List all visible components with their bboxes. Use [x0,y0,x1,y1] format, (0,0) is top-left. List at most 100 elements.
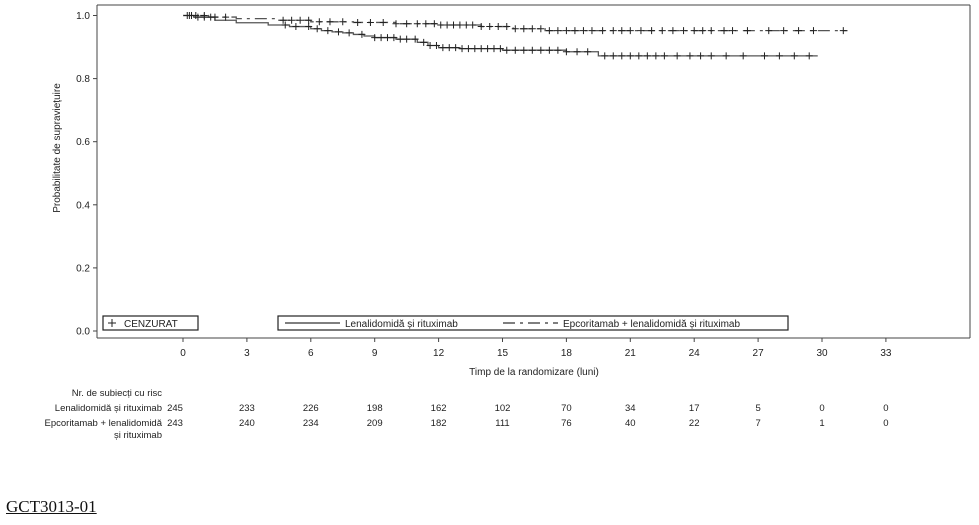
censor-mark [707,52,715,60]
x-tick-label: 33 [880,348,892,359]
legend-entry-2: Epcoritamab + lenalidomidă și rituximab [563,319,740,330]
y-axis-ticks: 0.0 0.2 0.4 0.6 0.8 1.0 [76,11,97,338]
censor-mark [377,34,385,42]
risk-value: 7 [755,418,760,429]
risk-value: 0 [883,418,888,429]
risk-value: 70 [561,403,572,414]
censor-mark [805,52,813,60]
censor-mark [609,52,617,60]
censor-mark [573,48,581,56]
censor-mark [503,23,511,31]
censor-mark [366,18,374,26]
censor-mark [430,20,438,28]
censor-mark [288,16,296,24]
x-tick-label: 30 [816,348,828,359]
censor-mark [279,16,287,24]
censor-mark [315,18,323,26]
censor-mark [537,46,545,54]
censor-mark [729,27,737,35]
censor-mark [503,46,511,54]
censor-mark [456,21,464,29]
censor-mark [618,27,626,35]
x-axis-ticks: 0 3 6 9 12 15 18 21 24 27 30 33 [180,338,892,359]
censor-mark [686,52,694,60]
censor-mark [775,52,783,60]
censor-legend: CENZURAT [102,315,199,331]
censor-mark [690,27,698,35]
risk-value: 233 [239,403,255,414]
censor-mark [439,44,447,52]
risk-value: 1 [819,418,824,429]
censor-mark [743,27,751,35]
censor-mark [520,46,528,54]
censor-mark [458,45,466,53]
censor-mark [680,27,688,35]
censor-mark [673,52,681,60]
censor-mark [484,45,492,53]
risk-value: 234 [303,418,319,429]
censor-mark [599,27,607,35]
risk-table: Nr. de subiecți cu risc Lenalidomidă și … [45,388,889,441]
censor-mark [383,34,391,42]
censor-mark [345,29,353,37]
censor-mark [450,21,458,29]
risk-value: 0 [819,403,824,414]
censor-mark [528,25,536,33]
censor-mark [520,25,528,33]
x-tick-label: 18 [561,348,573,359]
x-axis-label: Timp de la randomizare (luni) [469,367,599,378]
censor-mark [326,18,334,26]
censor-mark [452,44,460,52]
censor-mark [432,41,440,49]
risk-value: 209 [367,418,383,429]
censor-mark [305,23,313,31]
series-legend: Lenalidomidă și rituximab Epcoritamab + … [277,315,789,331]
risk-row-2-label-cont: și rituximab [114,430,162,441]
censor-mark [490,45,498,53]
y-tick-label: 1.0 [76,11,90,22]
censor-mark [571,27,579,35]
y-tick-label: 0.2 [76,263,90,274]
risk-value: 5 [755,403,760,414]
censor-mark [443,21,451,29]
risk-value: 22 [689,418,700,429]
x-tick-label: 0 [180,348,186,359]
censor-mark [334,28,342,36]
x-tick-label: 27 [753,348,765,359]
censor-mark [660,52,668,60]
x-tick-label: 6 [308,348,314,359]
risk-value: 17 [689,403,700,414]
censor-mark [422,20,430,28]
y-tick-label: 0.8 [76,74,90,85]
censor-mark [390,34,398,42]
censor-mark [358,30,366,38]
x-tick-label: 12 [433,348,445,359]
censor-mark [697,52,705,60]
censor-mark [469,21,477,29]
censor-mark [462,21,470,29]
censor-mark [354,18,362,26]
censor-mark [396,35,404,43]
x-tick-label: 24 [689,348,701,359]
risk-value: 162 [431,403,447,414]
risk-value: 34 [625,403,636,414]
censor-mark [477,45,485,53]
censor-mark [426,41,434,49]
censor-mark [222,13,230,21]
censor-mark [562,27,570,35]
y-tick-label: 0.4 [76,200,90,211]
risk-value: 226 [303,403,319,414]
censor-mark [511,25,519,33]
censor-legend-label: CENZURAT [124,319,178,330]
censor-mark [626,52,634,60]
censor-marks [183,12,847,60]
censor-mark [537,25,545,33]
censor-mark [324,27,332,35]
censor-mark [411,35,419,43]
risk-row-1-label: Lenalidomidă și rituximab [55,403,162,414]
censor-mark [839,27,847,35]
censor-mark [486,23,494,31]
risk-row-2-label: Epcoritamab + lenalidomidă [45,418,163,429]
censor-mark [554,46,562,54]
risk-value: 40 [625,418,636,429]
